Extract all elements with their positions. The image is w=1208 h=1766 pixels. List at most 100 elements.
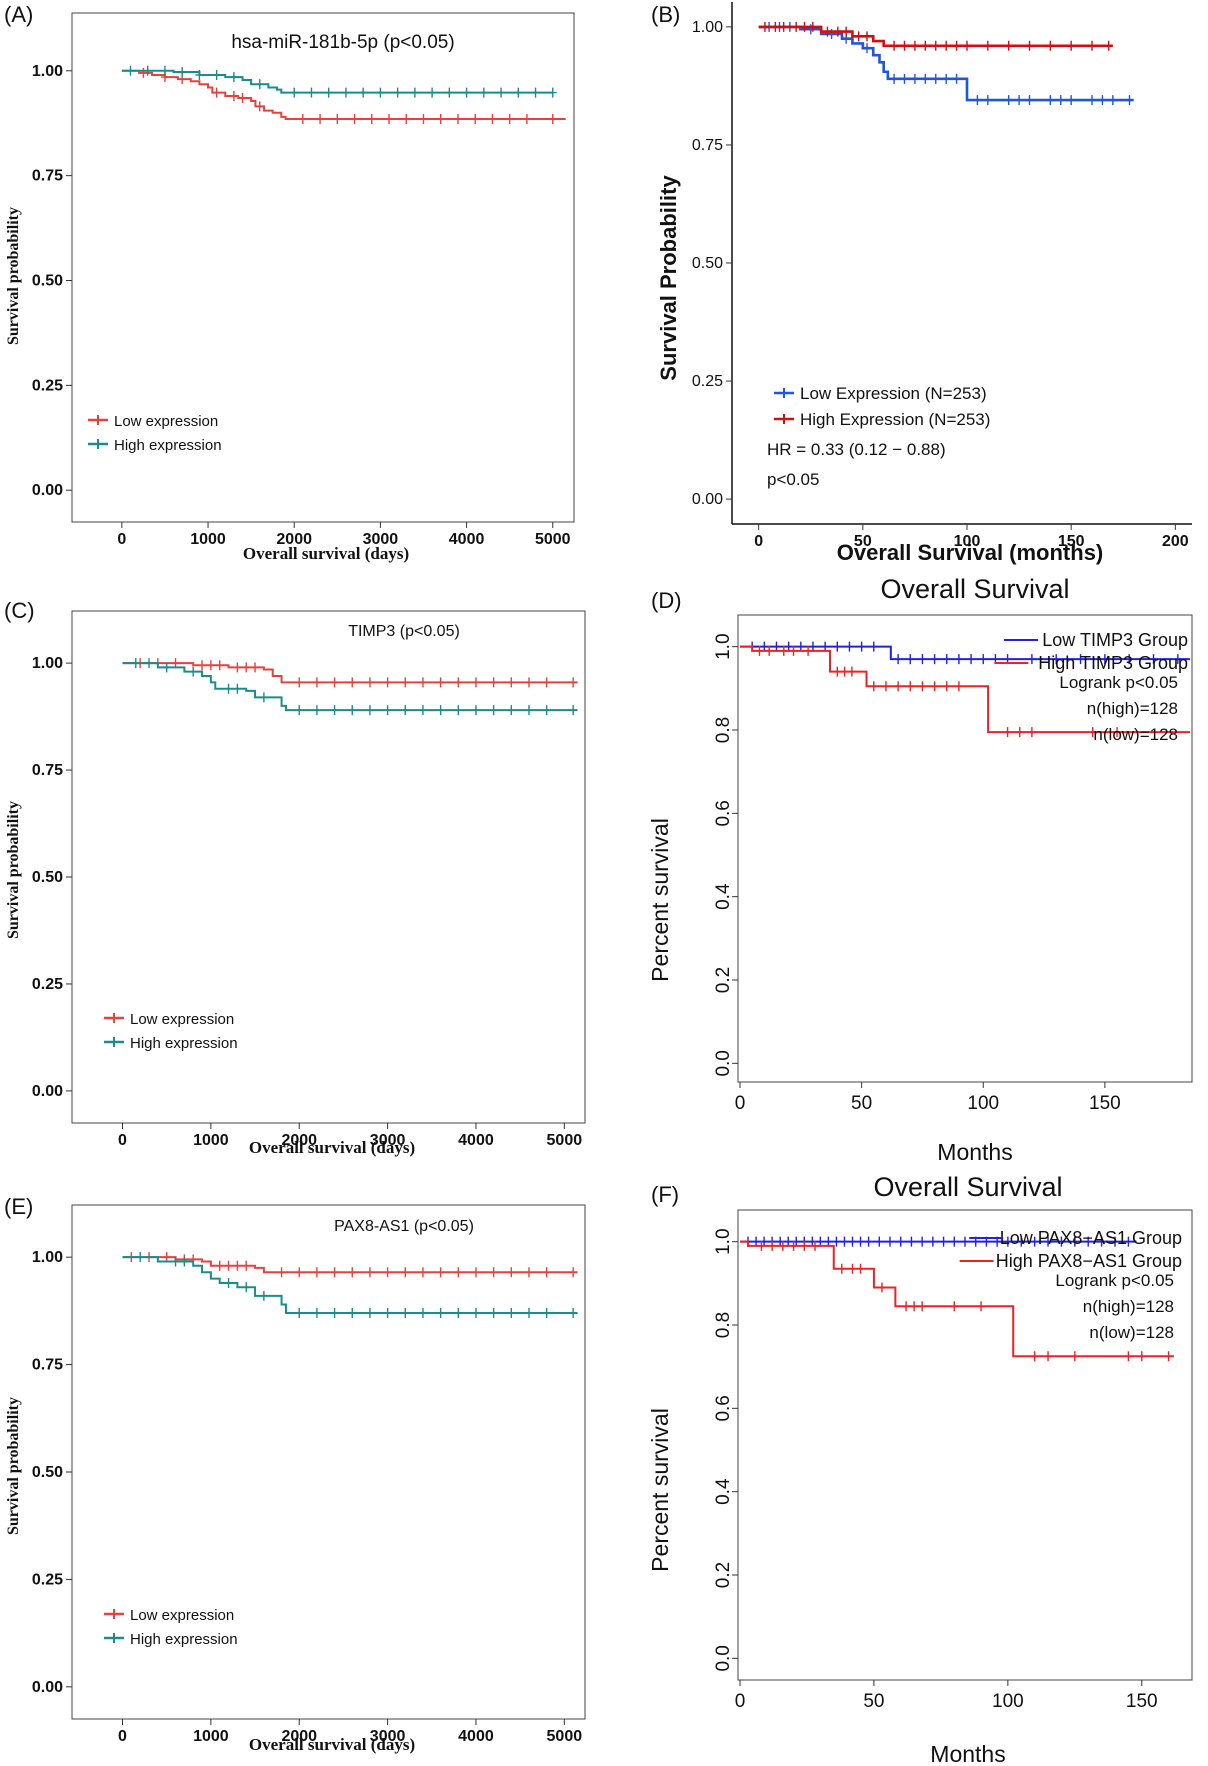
y-tick-label: 1.0 bbox=[713, 633, 734, 659]
plot-frame bbox=[71, 12, 575, 523]
y-tick-label: 0.8 bbox=[713, 717, 734, 743]
censor-mark bbox=[789, 1240, 798, 1251]
y-axis-label: Survival Probability bbox=[656, 175, 681, 381]
censor-mark bbox=[383, 705, 392, 716]
censor-mark bbox=[896, 1236, 905, 1247]
survival-curve bbox=[122, 662, 578, 684]
plot-frame bbox=[737, 614, 1193, 1083]
y-tick-label: 0.2 bbox=[713, 1562, 734, 1588]
censor-mark bbox=[1124, 1351, 1133, 1362]
y-tick-label: 0.25 bbox=[32, 1571, 63, 1588]
survival-curve bbox=[121, 69, 553, 94]
censor-mark bbox=[1097, 1236, 1106, 1247]
censor-mark bbox=[445, 87, 454, 98]
censor-mark bbox=[823, 26, 832, 37]
censor-mark bbox=[419, 114, 428, 125]
x-tick-label: 1000 bbox=[190, 531, 226, 548]
censor-mark bbox=[418, 705, 427, 716]
censor-mark bbox=[771, 21, 780, 32]
censor-mark bbox=[765, 645, 774, 656]
censor-mark bbox=[910, 40, 919, 51]
censor-mark bbox=[792, 21, 801, 32]
legend-label: High expression bbox=[130, 1631, 238, 1648]
censor-mark bbox=[918, 1301, 927, 1312]
survival-curve bbox=[758, 25, 1113, 48]
censor-mark bbox=[224, 1260, 233, 1271]
censor-mark bbox=[569, 705, 578, 716]
chart-title: TIMP3 (p<0.05) bbox=[348, 623, 460, 640]
censor-mark bbox=[848, 1236, 857, 1247]
censor-mark bbox=[229, 90, 238, 101]
censor-mark bbox=[1044, 1236, 1053, 1247]
censor-mark bbox=[832, 1236, 841, 1247]
censor-mark bbox=[983, 40, 992, 51]
x-tick-label: 0 bbox=[754, 533, 763, 550]
censor-mark bbox=[760, 21, 769, 32]
censor-mark bbox=[856, 1236, 865, 1247]
censor-mark bbox=[295, 705, 304, 716]
censor-mark bbox=[900, 73, 909, 84]
censor-mark bbox=[950, 1301, 959, 1312]
censor-mark bbox=[479, 87, 488, 98]
censor-mark bbox=[1004, 95, 1013, 106]
censor-mark bbox=[145, 658, 154, 669]
censor-mark bbox=[833, 666, 842, 677]
series-1 bbox=[122, 658, 578, 716]
censor-mark bbox=[548, 87, 557, 98]
censor-mark bbox=[542, 705, 551, 716]
censor-mark bbox=[542, 1308, 551, 1319]
legend-label: Low PAX8−AS1 Group bbox=[1000, 1228, 1182, 1248]
censor-mark bbox=[471, 114, 480, 125]
panel-5: (F) 0.0 0.2 0.4 0.6 0.8 1.0 0 50 100 150 Months Perc… bbox=[647, 1172, 1193, 1766]
y-tick-label: 0.00 bbox=[692, 491, 723, 508]
censor-mark bbox=[1027, 727, 1036, 738]
y-tick-label: 0.00 bbox=[32, 1679, 63, 1696]
legend-label: Low TIMP3 Group bbox=[1042, 630, 1188, 650]
y-axis-label: Survival probability bbox=[5, 801, 22, 939]
censor-mark bbox=[542, 1267, 551, 1278]
censor-mark bbox=[808, 21, 817, 32]
x-tick-label: 5000 bbox=[535, 531, 571, 548]
censor-mark bbox=[1164, 1351, 1173, 1362]
censor-mark bbox=[837, 1263, 846, 1274]
censor-mark bbox=[942, 654, 951, 665]
censor-mark bbox=[312, 705, 321, 716]
x-tick-label: 50 bbox=[863, 1691, 884, 1712]
censor-mark bbox=[259, 1290, 268, 1301]
panel-label: (C) bbox=[4, 598, 35, 623]
legend-label: High expression bbox=[114, 437, 222, 454]
censor-mark bbox=[229, 72, 238, 83]
series-0 bbox=[122, 1252, 578, 1278]
censor-mark bbox=[365, 705, 374, 716]
censor-mark bbox=[383, 1267, 392, 1278]
x-tick-label: 150 bbox=[1126, 1691, 1158, 1712]
censor-mark bbox=[1004, 40, 1013, 51]
censor-mark bbox=[298, 114, 307, 125]
y-tick-label: 0.25 bbox=[692, 373, 723, 390]
censor-mark bbox=[178, 67, 187, 78]
censor-mark bbox=[1125, 654, 1134, 665]
censor-mark bbox=[333, 114, 342, 125]
survival-curve bbox=[122, 1256, 578, 1315]
censor-mark bbox=[401, 705, 410, 716]
censor-mark bbox=[436, 677, 445, 688]
censor-mark bbox=[312, 1267, 321, 1278]
x-tick-label: 4000 bbox=[458, 1728, 494, 1745]
censor-mark bbox=[212, 69, 221, 80]
censor-mark bbox=[952, 40, 961, 51]
y-tick-label: 0.75 bbox=[32, 168, 63, 185]
x-tick-label: 5000 bbox=[547, 1728, 583, 1745]
panel-label: (E) bbox=[4, 1194, 33, 1219]
censor-mark bbox=[233, 1260, 242, 1271]
censor-mark bbox=[436, 114, 445, 125]
censor-mark bbox=[215, 1260, 224, 1271]
censor-mark bbox=[212, 87, 221, 98]
censor-mark bbox=[454, 705, 463, 716]
legend-label: Low expression bbox=[114, 413, 218, 430]
annotation: n(low)=128 bbox=[1089, 1323, 1174, 1342]
x-tick-label: 3000 bbox=[370, 1728, 406, 1745]
censor-mark bbox=[973, 95, 982, 106]
censor-mark bbox=[1088, 727, 1097, 738]
x-axis-label: Overall survival (days) bbox=[249, 1138, 415, 1157]
censor-mark bbox=[1030, 1351, 1039, 1362]
